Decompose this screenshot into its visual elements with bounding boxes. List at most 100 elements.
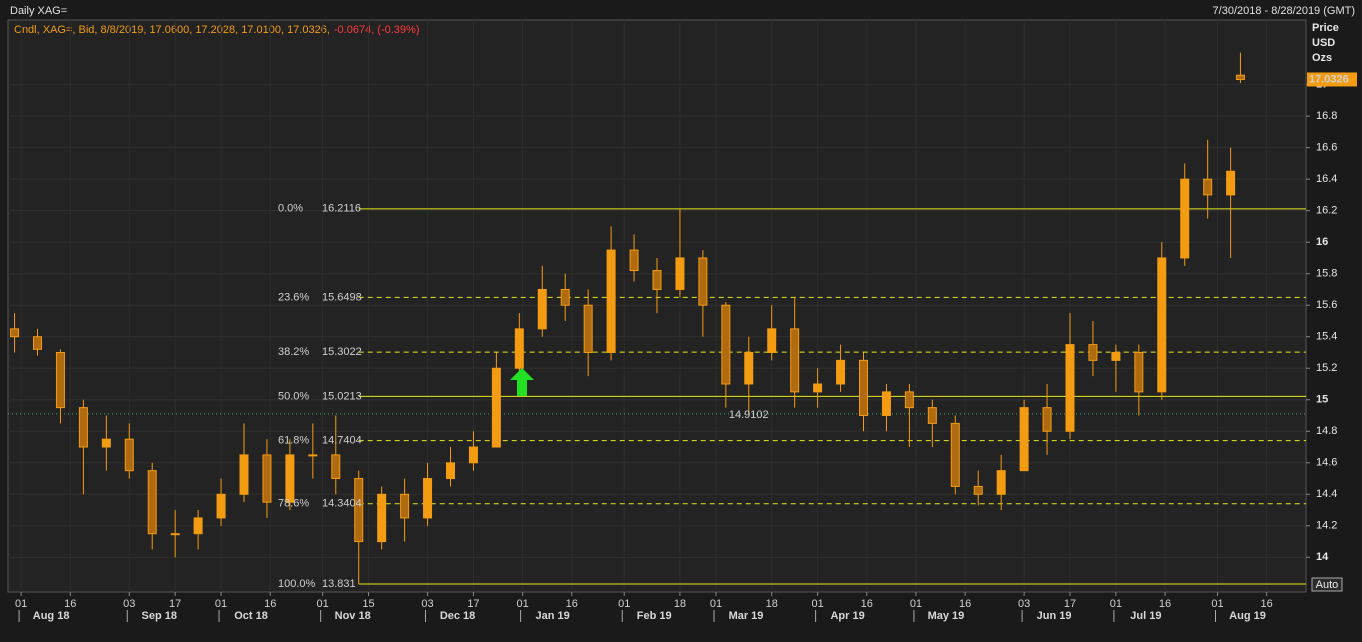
candle-body xyxy=(996,470,1006,495)
y-title: Ozs xyxy=(1312,52,1332,64)
fib-value: 14.7404 xyxy=(322,435,362,447)
candle-body xyxy=(491,367,501,448)
fib-value: 14.3404 xyxy=(322,498,362,510)
candle-body xyxy=(583,304,593,353)
fib-percent: 61.8% xyxy=(278,435,309,447)
x-tick-label: 16 xyxy=(64,598,76,610)
month-label: Dec 18 xyxy=(440,610,475,622)
month-label: Apr 19 xyxy=(830,610,864,622)
candle-body xyxy=(606,249,616,353)
candle-body xyxy=(698,257,708,306)
x-tick-label: 16 xyxy=(566,598,578,610)
candle-body xyxy=(859,359,868,417)
y-tick-label: 15.8 xyxy=(1316,268,1337,280)
x-tick-label: 01 xyxy=(15,598,27,610)
y-title: Price xyxy=(1312,22,1339,34)
y-tick-label: 15.4 xyxy=(1316,331,1337,343)
fib-percent: 78.6% xyxy=(278,498,309,510)
candle-body xyxy=(55,351,65,409)
candle-body xyxy=(33,336,42,350)
y-tick-label: 14.2 xyxy=(1316,520,1337,532)
x-tick-label: 16 xyxy=(1159,598,1171,610)
candle-body xyxy=(1134,351,1144,393)
x-tick-label: 01 xyxy=(1110,598,1122,610)
candle-body xyxy=(377,493,387,543)
chart-title: Daily XAG= xyxy=(10,5,67,17)
candle-body xyxy=(813,383,823,393)
candle-body xyxy=(170,533,180,536)
candle-body xyxy=(1019,407,1029,472)
y-tick-label: 15.2 xyxy=(1316,362,1337,374)
y-tick-label: 14.6 xyxy=(1316,457,1337,469)
fib-value: 16.2116 xyxy=(322,203,361,215)
candle-body xyxy=(675,257,685,290)
candle-body xyxy=(1235,74,1245,80)
y-tick-label: 16.2 xyxy=(1316,205,1337,217)
month-label: Sep 18 xyxy=(142,610,177,622)
y-tick-label: 16.8 xyxy=(1316,110,1337,122)
candle-body xyxy=(446,462,455,480)
candle-body xyxy=(721,304,731,385)
legend-change: -0.0674, (-0.39%) xyxy=(334,24,420,36)
x-tick-label: 01 xyxy=(811,598,823,610)
y-tick-label: 16.6 xyxy=(1316,142,1337,154)
month-label: Aug 19 xyxy=(1229,610,1266,622)
candle-body xyxy=(1226,170,1236,196)
candle-body xyxy=(468,446,478,464)
candle-body xyxy=(262,454,272,503)
candle-body xyxy=(285,454,295,503)
candle-body xyxy=(308,454,318,457)
fib-percent: 50.0% xyxy=(278,390,309,402)
x-tick-label: 03 xyxy=(1018,598,1030,610)
month-label: Jan 19 xyxy=(535,610,569,622)
auto-button-label[interactable]: Auto xyxy=(1316,579,1339,591)
x-tick-label: 01 xyxy=(910,598,922,610)
date-range: 7/30/2018 - 8/28/2019 (GMT) xyxy=(1213,5,1355,17)
fib-percent: 0.0% xyxy=(278,203,303,215)
month-label: Oct 18 xyxy=(234,610,268,622)
candle-body xyxy=(537,288,547,330)
candle-body xyxy=(790,328,800,393)
candle-body xyxy=(423,478,433,519)
x-tick-label: 17 xyxy=(467,598,479,610)
candle-body xyxy=(147,470,157,535)
x-tick-label: 01 xyxy=(710,598,722,610)
candle-body xyxy=(400,493,410,519)
candle-body xyxy=(1042,407,1052,432)
candle-body xyxy=(881,391,891,417)
x-tick-label: 03 xyxy=(421,598,433,610)
x-tick-label: 15 xyxy=(362,598,374,610)
x-tick-label: 01 xyxy=(516,598,528,610)
x-tick-label: 01 xyxy=(1211,598,1223,610)
candle-body xyxy=(744,351,754,385)
candle-body xyxy=(652,270,662,290)
y-tick-label: 14.4 xyxy=(1316,488,1337,500)
fib-percent: 38.2% xyxy=(278,346,309,358)
x-tick-label: 16 xyxy=(959,598,971,610)
legend: Cndl, XAG=, Bid, 8/8/2019, 17.0600, 17.2… xyxy=(14,24,420,36)
fib-value: 15.0213 xyxy=(322,390,362,402)
candle-body xyxy=(78,407,88,448)
auto-button[interactable] xyxy=(1311,577,1343,592)
candle-body xyxy=(973,485,983,495)
month-label: Jul 19 xyxy=(1130,610,1161,622)
reference-label: 14.9102 xyxy=(729,409,769,421)
fib-value: 13.831 xyxy=(322,578,356,590)
month-label: Aug 18 xyxy=(33,610,70,622)
candle-body xyxy=(239,454,249,495)
y-tick-label: 15.6 xyxy=(1316,299,1337,311)
candle-body xyxy=(1157,257,1167,393)
candle-body xyxy=(216,493,226,519)
candle-body xyxy=(10,328,20,338)
y-tick-label: 14 xyxy=(1316,551,1329,563)
fib-value: 15.3022 xyxy=(322,346,362,358)
month-label: May 19 xyxy=(928,610,965,622)
y-tick-label: 14.8 xyxy=(1316,425,1337,437)
month-label: Mar 19 xyxy=(729,610,764,622)
x-tick-label: 01 xyxy=(317,598,329,610)
candle-body xyxy=(354,478,364,543)
last-price-tag xyxy=(1307,72,1357,87)
candle-body xyxy=(836,359,846,385)
fib-percent: 23.6% xyxy=(278,291,309,303)
